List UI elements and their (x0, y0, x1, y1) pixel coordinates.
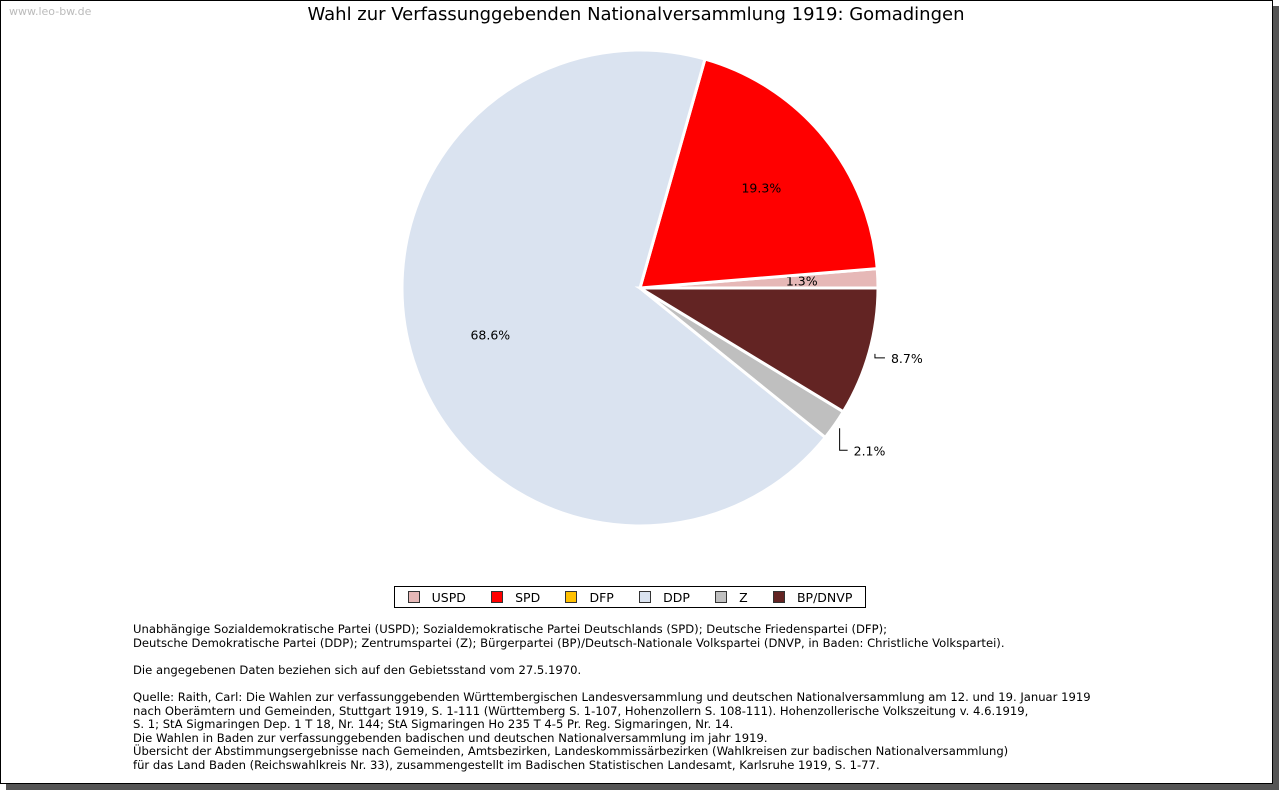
slice-label-ddp: 68.6% (470, 328, 510, 343)
legend-item-bp-dnvp: BP/DNVP (772, 589, 853, 605)
source-line: Übersicht der Abstimmungsergebnisse nach… (133, 744, 1009, 759)
legend-swatch (407, 591, 420, 603)
legend-swatch (565, 591, 578, 603)
pie-slice-spd (637, 57, 879, 290)
legend-swatch (491, 591, 504, 603)
slice-label-bp-dnvp: 8.7% (891, 351, 923, 366)
legend-label: DDP (663, 589, 690, 605)
legend-item-spd: SPD (491, 590, 540, 605)
source-line: S. 1; StA Sigmaringen Dep. 1 T 18, Nr. 1… (133, 717, 734, 732)
source-line: für das Land Baden (Reichswahlkreis Nr. … (133, 757, 880, 772)
territory-note: Die angegebenen Daten beziehen sich auf … (133, 662, 582, 677)
legend-item-ddp: DDP (639, 590, 690, 605)
legend: USPD SPD DFP DDP Z BP/DNVP (394, 586, 866, 608)
source-line: nach Oberämtern und Gemeinden, Stuttgart… (133, 703, 1029, 718)
legend-label: DFP (589, 589, 614, 605)
slice-label-spd: 19.3% (741, 180, 781, 195)
leader-line-bp-dnvp (874, 353, 885, 359)
notes: Unabhängige Sozialdemokratische Partei (… (133, 622, 1091, 786)
pie-chart: 1.3%19.3%0.0%68.6%2.1%8.7% (400, 48, 923, 528)
watermark: www.leo-bw.de (9, 5, 92, 18)
pie-slice-bp-dnvp (634, 286, 880, 414)
legend-label: Z (739, 589, 748, 605)
pie-slice-ddp (400, 48, 828, 528)
source-line: Quelle: Raith, Carl: Die Wahlen zur verf… (133, 689, 1091, 704)
legend-item-uspd: USPD (407, 589, 466, 605)
legend-item-dfp: DFP (565, 589, 614, 605)
slice-label-z: 2.1% (854, 443, 886, 458)
chart-title: Wahl zur Verfassunggebenden Nationalvers… (307, 4, 965, 25)
legend-label: SPD (515, 589, 541, 605)
abbrev-line: Deutsche Demokratische Partei (DDP); Zen… (133, 635, 1005, 650)
legend-label: BP/DNVP (796, 589, 853, 605)
slice-label-uspd: 1.3% (786, 273, 818, 288)
leader-line-z (839, 428, 848, 451)
legend-swatch (772, 591, 785, 603)
legend-swatch (639, 591, 652, 603)
abbrev-line: Unabhängige Sozialdemokratische Partei (… (133, 622, 888, 636)
legend-label: USPD (431, 589, 466, 605)
legend-item-z: Z (715, 590, 748, 605)
source-line: Die Wahlen in Baden zur verfassunggebend… (133, 730, 768, 745)
legend-swatch (715, 591, 728, 603)
